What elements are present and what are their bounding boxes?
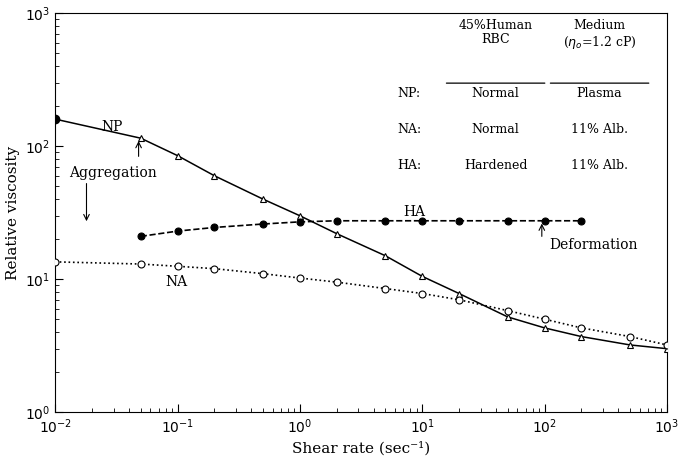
Text: Normal: Normal [472,123,519,136]
Text: Medium
($\eta_o$=1.2 cP): Medium ($\eta_o$=1.2 cP) [562,19,636,51]
Text: NP:: NP: [398,87,421,100]
Text: Normal: Normal [472,87,519,100]
Text: NA:: NA: [398,123,422,136]
Y-axis label: Relative viscosity: Relative viscosity [5,146,20,280]
Text: Deformation: Deformation [549,238,638,252]
Text: NP: NP [102,120,123,134]
X-axis label: Shear rate (sec⁻¹): Shear rate (sec⁻¹) [292,441,430,455]
Text: HA:: HA: [398,159,422,172]
Text: Hardened: Hardened [464,159,527,172]
Text: 11% Alb.: 11% Alb. [571,123,628,136]
Text: Aggregation: Aggregation [69,166,157,180]
Text: HA: HA [403,205,425,219]
Text: 45%Human
RBC: 45%Human RBC [458,19,533,47]
Text: Plasma: Plasma [577,87,623,100]
Text: 11% Alb.: 11% Alb. [571,159,628,172]
Text: NA: NA [166,275,188,289]
